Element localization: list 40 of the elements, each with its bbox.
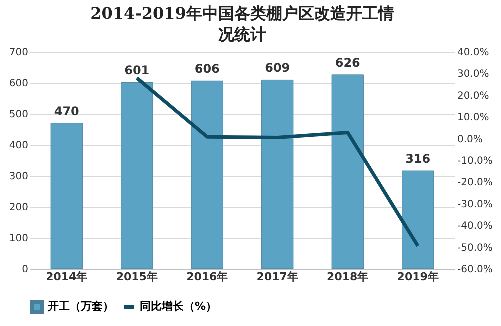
y2-tick-label: -10.0% xyxy=(458,156,493,167)
y2-tick-label: -60.0% xyxy=(458,264,493,276)
y-tick-label: 500 xyxy=(9,110,28,120)
data-label: 316 xyxy=(406,152,431,166)
bar xyxy=(262,80,294,270)
y2-tick-label: -30.0% xyxy=(458,199,493,210)
legend-label: 同比增长（%） xyxy=(140,300,218,313)
y-tick-label: 100 xyxy=(9,234,28,244)
chart-title: 2014-2019年中国各类棚户区改造开工情况统计 xyxy=(90,4,394,44)
data-label: 606 xyxy=(194,62,220,76)
data-label: 470 xyxy=(54,104,80,118)
x-tick-label: 2015年 xyxy=(116,270,158,284)
x-tick-label: 2017年 xyxy=(256,270,298,284)
bar xyxy=(332,74,364,270)
y2-tick-label: -40.0% xyxy=(458,221,493,232)
y-tick-label: 300 xyxy=(9,172,28,182)
y2-tick-label: 20.0% xyxy=(458,90,490,102)
y2-tick-label: 40.0% xyxy=(458,48,490,58)
y-tick-label: 0 xyxy=(22,264,28,276)
y2-tick-label: -50.0% xyxy=(458,242,493,254)
x-tick-label: 2016年 xyxy=(186,270,228,284)
data-label: 609 xyxy=(265,61,290,76)
y-tick-label: 200 xyxy=(9,202,28,214)
y2-tick-label: 30.0% xyxy=(458,69,490,80)
bar xyxy=(50,123,83,270)
y-tick-label: 600 xyxy=(9,78,28,90)
data-label: 626 xyxy=(335,56,360,70)
data-label: 601 xyxy=(124,64,150,78)
bar xyxy=(191,80,224,270)
legend-label: 开工（万套） xyxy=(47,300,114,313)
x-tick-label: 2019年 xyxy=(397,270,439,284)
y2-tick-label: 0.0% xyxy=(458,134,483,146)
y2-tick-label: -20.0% xyxy=(458,178,493,189)
bar xyxy=(402,170,434,270)
x-tick-label: 2014年 xyxy=(46,270,88,284)
y2-tick-label: 10.0% xyxy=(458,112,490,124)
x-tick-label: 2018年 xyxy=(327,270,369,284)
y-tick-label: 400 xyxy=(9,140,28,152)
y-tick-label: 700 xyxy=(9,48,28,58)
bar xyxy=(121,82,154,270)
